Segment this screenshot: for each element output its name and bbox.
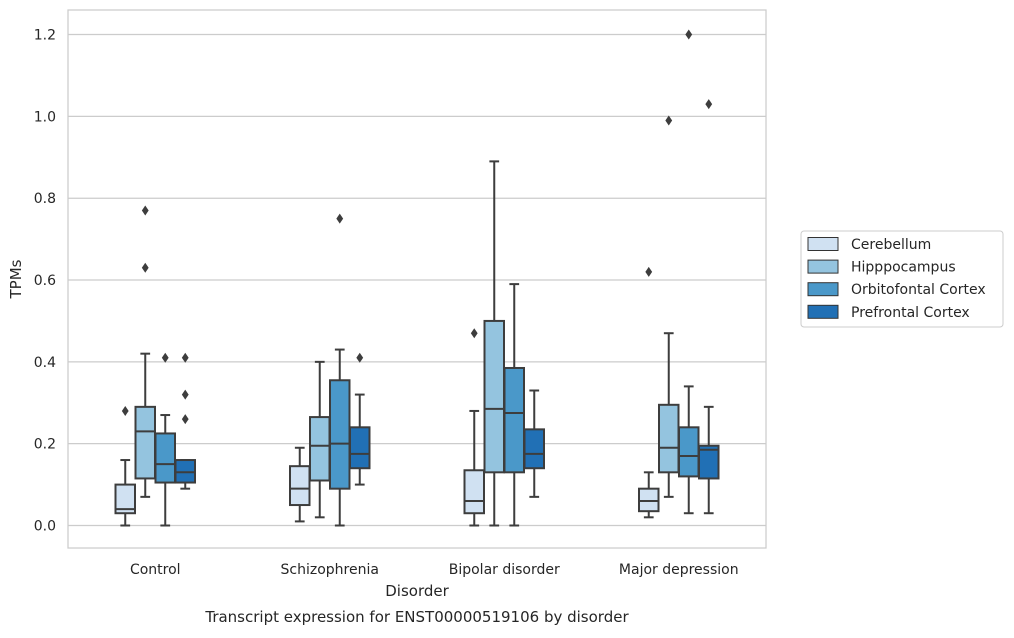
legend-label: Prefrontal Cortex (851, 305, 970, 321)
y-tick-labels: 0.0 0.2 0.4 0.6 0.8 1.0 1.2 (34, 28, 56, 535)
legend-swatch (807, 304, 839, 319)
box (154, 432, 176, 484)
outlier-point (181, 414, 189, 425)
plot-area (68, 10, 766, 548)
outlier-point (665, 115, 673, 126)
outlier-point (705, 99, 713, 110)
y-tick-label: 0.6 (34, 273, 56, 289)
x-tick-label: Bipolar disorder (449, 562, 560, 578)
outlier-point (161, 352, 169, 363)
box (134, 405, 156, 480)
x-tick-labels: Control Schizophrenia Bipolar disorder Majo… (130, 562, 739, 578)
chart-caption: Transcript expression for ENST0000051910… (204, 608, 629, 626)
x-axis-label: Disorder (385, 582, 449, 600)
box (658, 403, 680, 474)
box (503, 366, 525, 474)
x-tick-label: Control (130, 562, 181, 578)
box (114, 483, 136, 515)
plot-frame (67, 9, 767, 549)
outlier-point (645, 266, 653, 277)
box-group (309, 360, 331, 519)
legend-label: Orbitofontal Cortex (851, 282, 986, 298)
box (289, 465, 311, 507)
box-group (658, 115, 680, 498)
outlier-point (356, 352, 364, 363)
box-group (678, 29, 700, 515)
outlier-point (685, 29, 693, 40)
box (349, 426, 371, 470)
gridlines (68, 33, 766, 527)
outlier-point (336, 213, 344, 224)
box (309, 416, 331, 482)
box-group (638, 266, 660, 519)
box (483, 319, 505, 474)
boxes (114, 29, 720, 527)
box (638, 487, 660, 513)
box (698, 444, 720, 480)
box-group (503, 283, 525, 527)
y-tick-label: 1.2 (34, 28, 56, 44)
box-group (174, 352, 196, 490)
box (463, 469, 485, 515)
box-group (349, 352, 371, 486)
legend-label: Hipppocampus (851, 260, 956, 276)
box-group (134, 205, 156, 498)
box-group (523, 389, 545, 498)
legend-label: Cerebellum (851, 237, 931, 253)
legend-swatch (807, 237, 839, 251)
box (174, 459, 196, 484)
box (329, 379, 351, 490)
x-tick-label: Major depression (619, 562, 739, 578)
legend-swatch (807, 259, 839, 274)
box-group (483, 160, 505, 527)
x-tick-label: Schizophrenia (281, 562, 379, 578)
box-group (463, 328, 485, 527)
y-tick-label: 0.2 (34, 437, 56, 453)
outlier-point (141, 205, 149, 216)
legend: Cerebellum Hipppocampus Orbitofontal Corte… (800, 230, 1004, 328)
outlier-point (141, 262, 149, 273)
box (523, 428, 545, 470)
outlier-point (181, 352, 189, 363)
legend-frame (800, 230, 1004, 328)
box-group (114, 405, 136, 527)
y-tick-label: 0.8 (34, 191, 56, 207)
y-axis-label: TPMs (7, 259, 25, 299)
legend-swatch (807, 282, 839, 297)
box-group (289, 446, 311, 523)
y-tick-label: 0.4 (34, 355, 56, 371)
box-group (698, 99, 720, 515)
y-tick-label: 1.0 (34, 109, 56, 125)
box-group (154, 352, 176, 527)
outlier-point (121, 405, 129, 416)
outlier-point (470, 328, 478, 339)
outlier-point (181, 389, 189, 400)
box (678, 426, 700, 478)
y-tick-label: 0.0 (34, 518, 56, 534)
